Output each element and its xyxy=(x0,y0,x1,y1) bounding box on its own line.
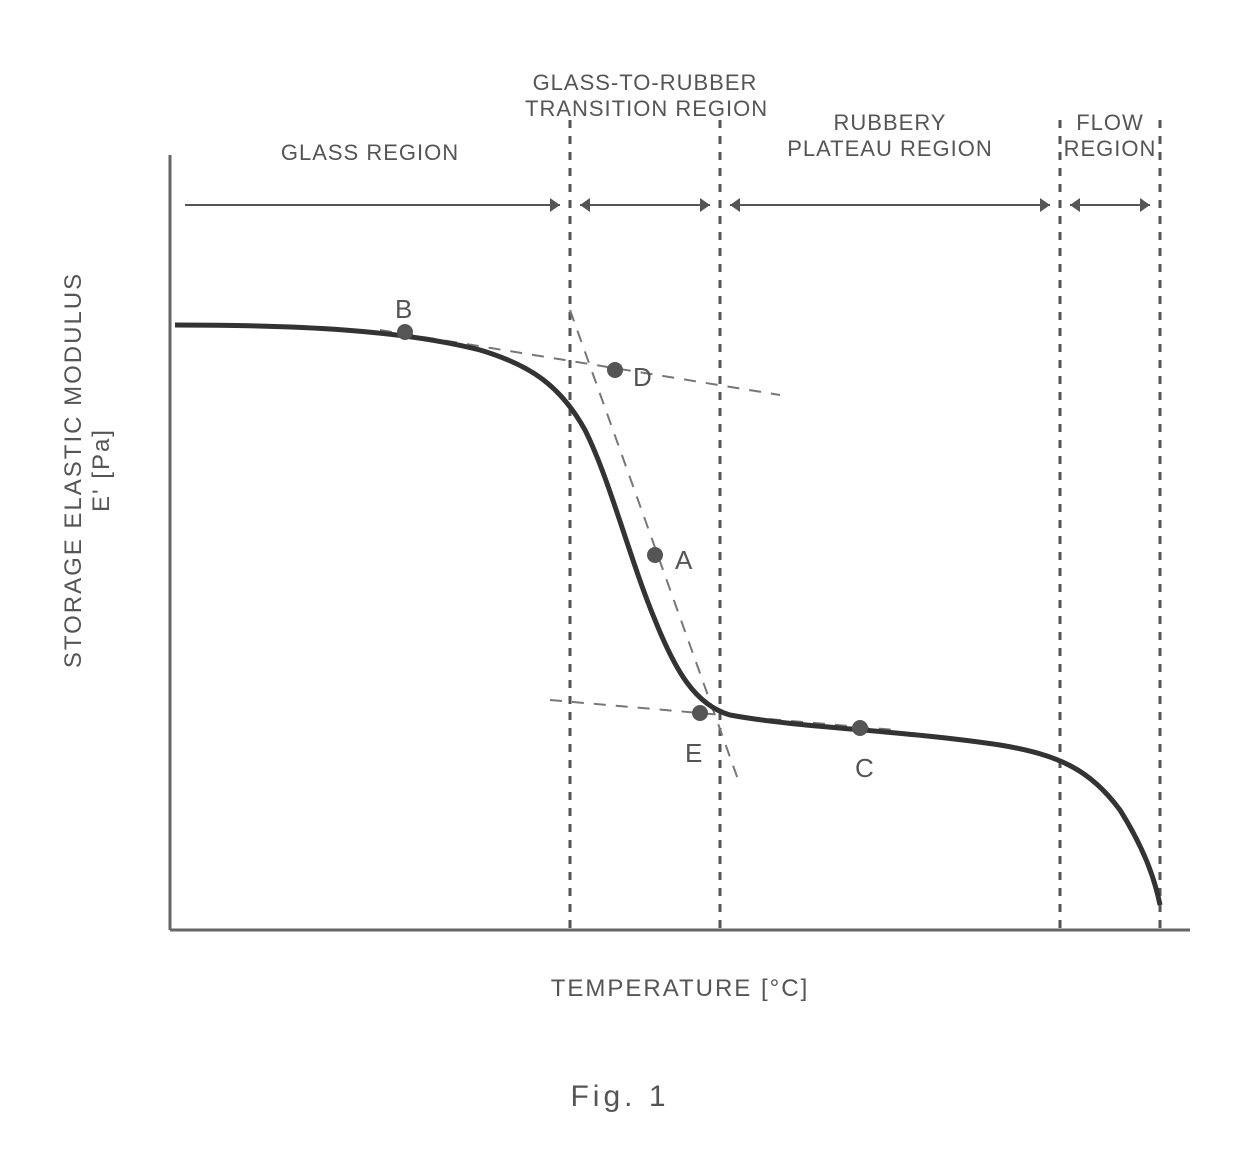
region-label-glass: GLASS REGION xyxy=(250,140,490,166)
data-point-a xyxy=(647,547,663,563)
data-point-c xyxy=(852,720,868,736)
x-axis-label: TEMPERATURE [°C] xyxy=(480,975,880,1003)
arrow-head xyxy=(550,198,560,212)
y-axis-label: STORAGE ELASTIC MODULUS E' [Pa] xyxy=(60,220,116,720)
axes xyxy=(170,155,1190,930)
region-dividers xyxy=(570,120,1160,930)
arrow-head xyxy=(700,198,710,212)
region-label-rubbery: RUBBERY PLATEAU REGION xyxy=(770,110,1010,162)
figure-container: GLASS REGION GLASS-TO-RUBBER TRANSITION … xyxy=(0,0,1240,1176)
arrow-head xyxy=(1140,198,1150,212)
region-arrows xyxy=(185,198,1150,212)
arrow-head xyxy=(1070,198,1080,212)
point-label-b: B xyxy=(395,294,414,325)
region-label-flow: FLOW REGION xyxy=(990,110,1230,162)
arrow-head xyxy=(730,198,740,212)
data-point-e xyxy=(692,705,708,721)
data-point-d xyxy=(607,362,623,378)
region-label-transition: GLASS-TO-RUBBER TRANSITION REGION xyxy=(525,70,765,122)
point-label-c: C xyxy=(855,753,876,784)
point-label-e: E xyxy=(685,738,704,769)
arrow-head xyxy=(580,198,590,212)
point-label-a: A xyxy=(675,545,694,576)
data-point-b xyxy=(397,324,413,340)
point-label-d: D xyxy=(633,362,654,393)
figure-caption: Fig. 1 xyxy=(520,1080,720,1114)
modulus-curve xyxy=(175,325,1160,905)
arrow-head xyxy=(1040,198,1050,212)
